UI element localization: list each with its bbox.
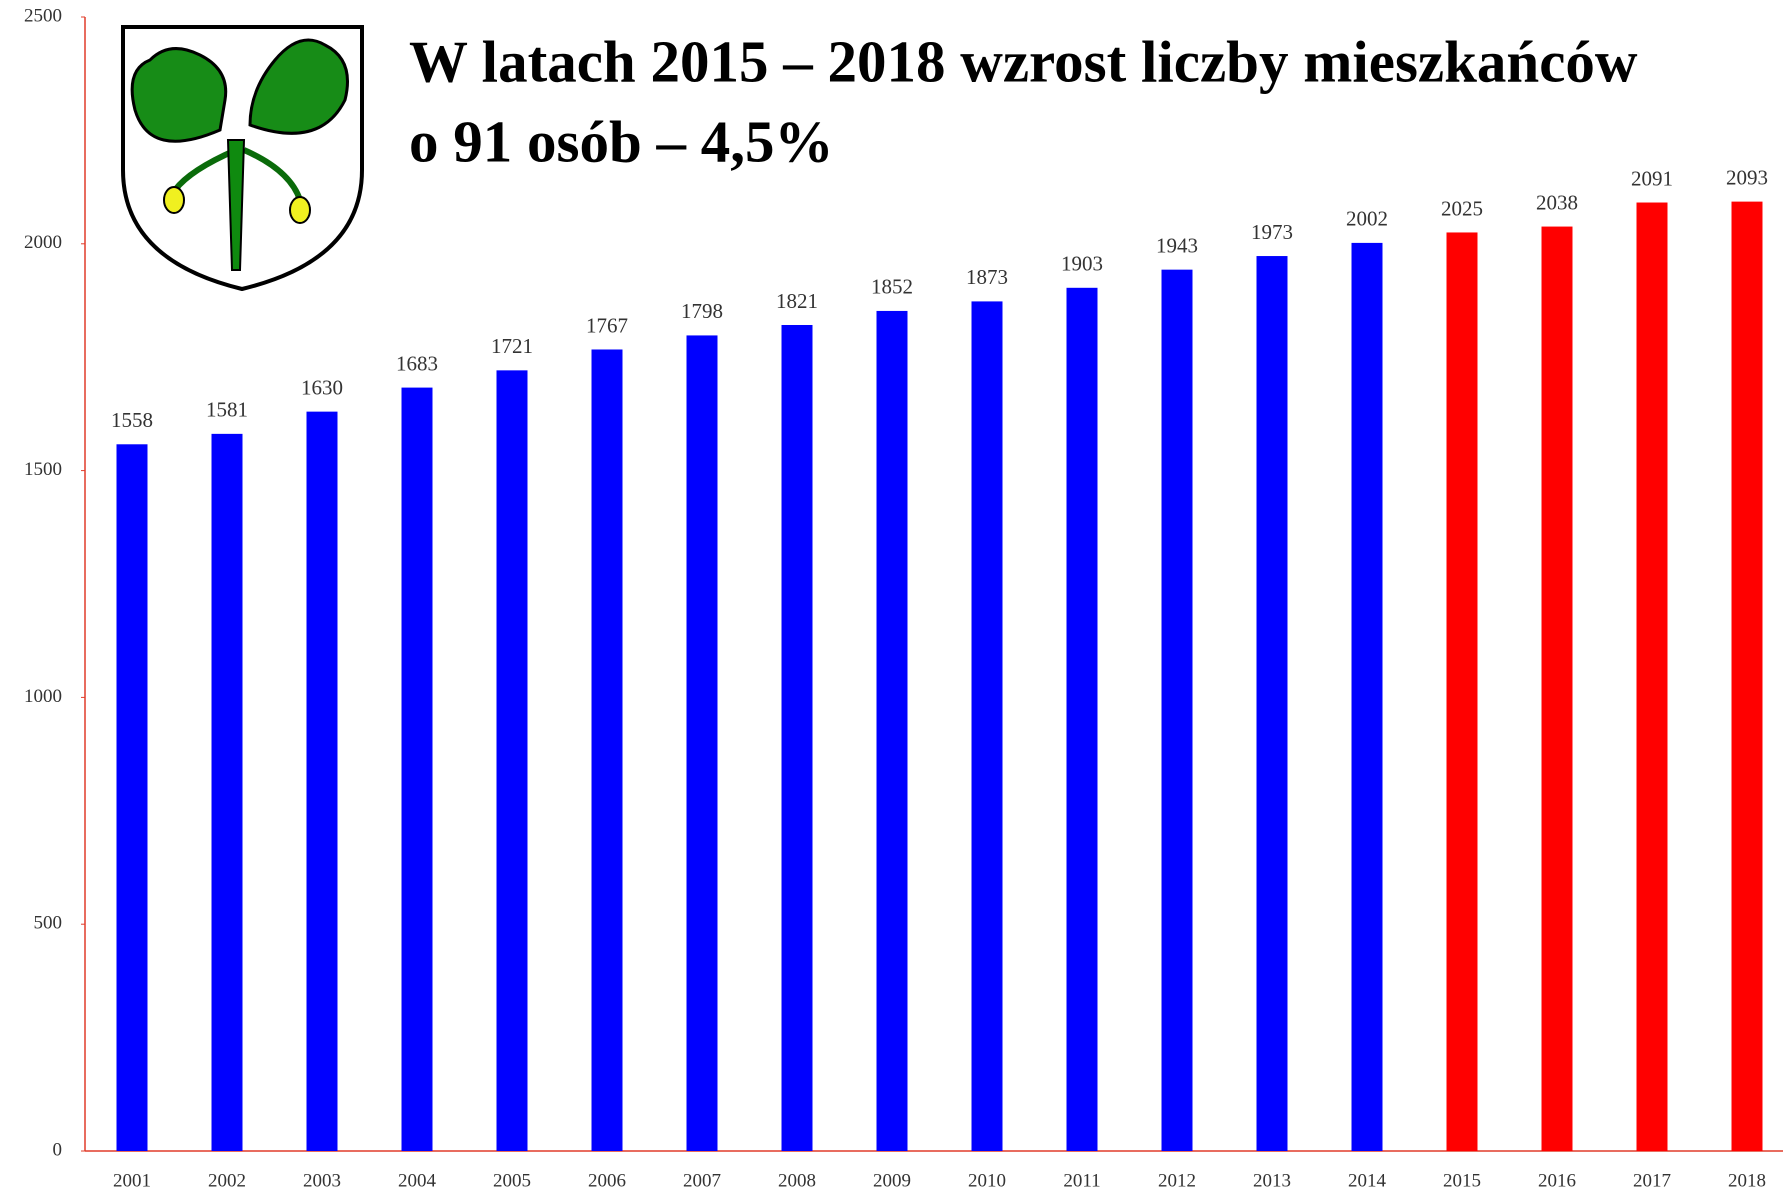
bar (1257, 256, 1288, 1151)
x-tick-label: 2010 (968, 1170, 1006, 1191)
value-label: 2002 (1346, 207, 1388, 231)
value-label: 2025 (1441, 196, 1483, 220)
x-tick-label: 2009 (873, 1170, 911, 1191)
chart-title: W latach 2015 – 2018 wzrost liczby miesz… (409, 29, 1638, 95)
y-tick-label: 2000 (24, 232, 62, 253)
bar (1067, 288, 1098, 1151)
y-tick-label: 500 (34, 913, 63, 934)
value-label: 2093 (1726, 165, 1768, 189)
x-tick-label: 2007 (683, 1170, 721, 1191)
bar (117, 444, 148, 1151)
y-tick-label: 0 (53, 1139, 63, 1160)
value-label: 1798 (681, 299, 723, 323)
value-label: 1903 (1061, 252, 1103, 276)
chart: W latach 2015 – 2018 wzrost liczby miesz… (0, 0, 1783, 1194)
bar (592, 349, 623, 1151)
bar (1542, 227, 1573, 1151)
x-tick-label: 2004 (398, 1170, 437, 1191)
x-tick-label: 2018 (1728, 1170, 1766, 1191)
x-tick-label: 2017 (1633, 1170, 1671, 1191)
value-label: 2091 (1631, 166, 1673, 190)
value-label: 2038 (1536, 190, 1578, 214)
x-tick-label: 2014 (1348, 1170, 1387, 1191)
value-label: 1683 (396, 351, 438, 375)
x-tick-label: 2012 (1158, 1170, 1196, 1191)
y-tick-label: 1500 (24, 459, 62, 480)
x-tick-label: 2005 (493, 1170, 531, 1191)
value-label: 1873 (966, 265, 1008, 289)
bar (972, 301, 1003, 1151)
bar (1637, 203, 1668, 1151)
x-tick-label: 2013 (1253, 1170, 1291, 1191)
x-tick-label: 2003 (303, 1170, 341, 1191)
value-label: 1581 (206, 398, 248, 422)
x-tick-label: 2006 (588, 1170, 626, 1191)
value-label: 1721 (491, 334, 533, 358)
x-tick-label: 2008 (778, 1170, 816, 1191)
bar (1352, 243, 1383, 1151)
value-label: 1558 (111, 408, 153, 432)
bar (687, 335, 718, 1151)
bar (1447, 232, 1478, 1151)
x-tick-label: 2011 (1063, 1170, 1100, 1191)
value-label: 1821 (776, 289, 818, 313)
bar (402, 388, 433, 1151)
value-label: 1943 (1156, 233, 1198, 257)
value-label: 1852 (871, 275, 913, 299)
value-label: 1630 (301, 375, 343, 399)
x-tick-label: 2002 (208, 1170, 246, 1191)
coat-of-arms (123, 27, 362, 289)
bar (782, 325, 813, 1151)
value-label: 1767 (586, 313, 628, 337)
x-tick-label: 2001 (113, 1170, 151, 1191)
bar (212, 434, 243, 1151)
chart-title: o 91 osób – 4,5% (409, 109, 834, 175)
bar (307, 412, 338, 1151)
bar (497, 370, 528, 1151)
x-tick-label: 2016 (1538, 1170, 1576, 1191)
bar (1162, 270, 1193, 1151)
y-tick-label: 2500 (24, 5, 62, 26)
x-tick-label: 2015 (1443, 1170, 1481, 1191)
bar (1732, 202, 1763, 1151)
bar (877, 311, 908, 1151)
y-tick-label: 1000 (24, 686, 62, 707)
value-label: 1973 (1251, 220, 1293, 244)
